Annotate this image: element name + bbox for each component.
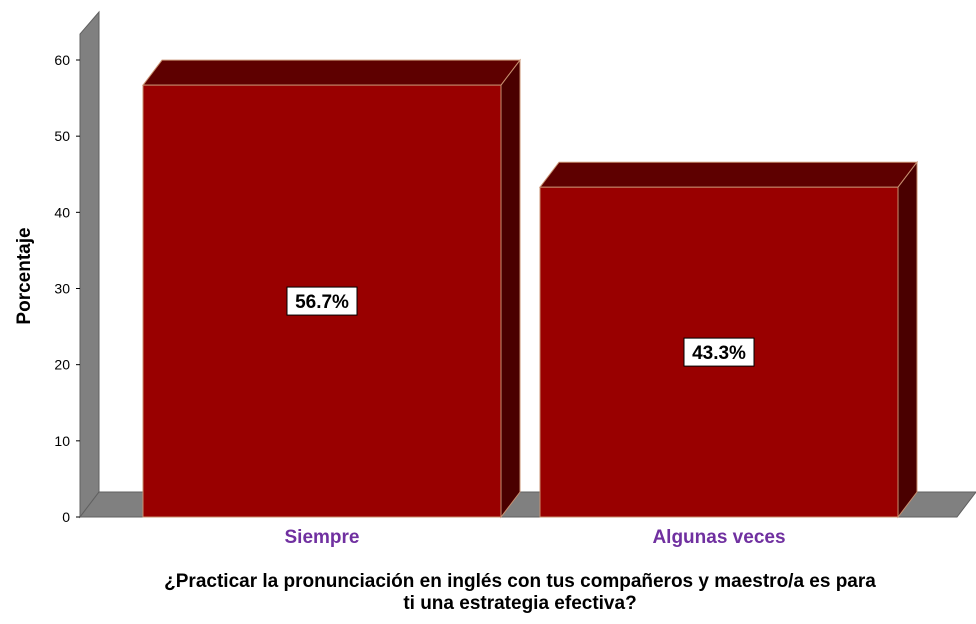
bars bbox=[141, 58, 919, 519]
y-axis-wall bbox=[79, 10, 100, 519]
x-axis-title-line-2: ti una estrategia efectiva? bbox=[403, 593, 636, 614]
y-tick-label: 40 bbox=[54, 204, 70, 220]
data-label: 43.3% bbox=[692, 343, 746, 364]
y-axis-ticks: 0 10 20 30 40 50 60 bbox=[54, 52, 80, 525]
category-label: Algunas veces bbox=[652, 527, 785, 548]
x-axis-title-line-1: ¿Practicar la pronunciación en inglés co… bbox=[164, 571, 876, 592]
category-label: Siempre bbox=[285, 527, 360, 548]
y-tick-label: 60 bbox=[54, 52, 70, 68]
bar-top-face bbox=[538, 161, 919, 188]
y-tick-label: 50 bbox=[54, 128, 70, 144]
data-label-box bbox=[286, 286, 358, 316]
y-tick-label: 30 bbox=[54, 281, 70, 297]
x-axis-categories: Siempre Algunas veces bbox=[285, 527, 786, 548]
data-label: 56.7% bbox=[295, 292, 349, 313]
bar-side-face bbox=[500, 58, 521, 519]
y-tick-label: 10 bbox=[54, 433, 70, 449]
y-tick-label: 0 bbox=[62, 509, 70, 525]
y-axis-title: Porcentaje bbox=[14, 227, 35, 324]
data-label-box bbox=[683, 337, 755, 367]
bar-top-face bbox=[141, 59, 522, 86]
data-labels: 56.7% 43.3% bbox=[286, 286, 755, 367]
y-tick-label: 20 bbox=[54, 357, 70, 373]
bar-side-face bbox=[897, 160, 918, 519]
